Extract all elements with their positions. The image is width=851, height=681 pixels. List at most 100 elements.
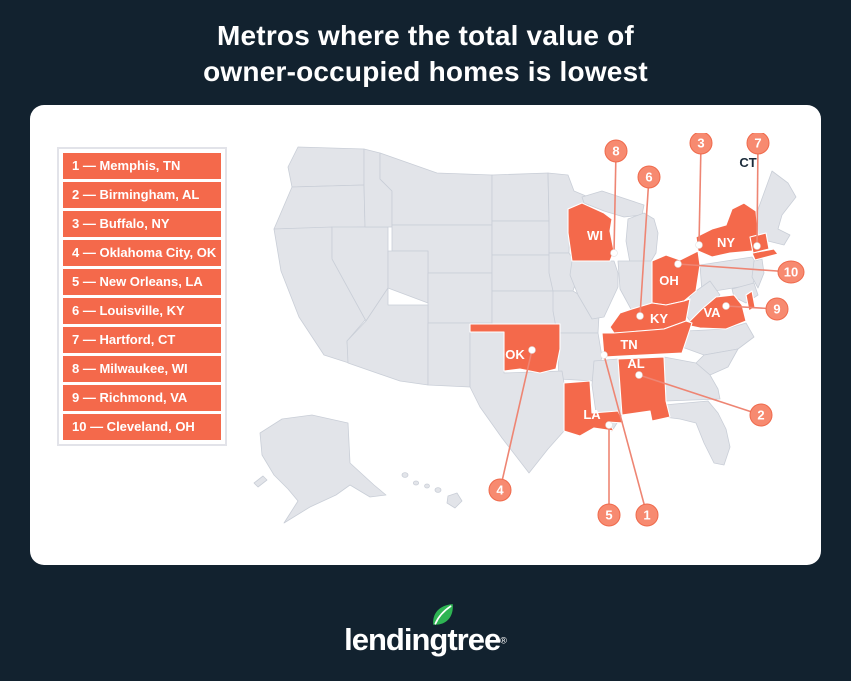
state-new-mexico — [427, 322, 471, 388]
callout-line-2 — [638, 374, 762, 416]
state-label-ky: KY — [650, 311, 668, 326]
callout-6: 6 — [637, 165, 661, 189]
state-florida — [663, 400, 731, 466]
city-dot-birmingham — [635, 371, 643, 379]
leaf-icon — [433, 604, 453, 625]
state-alabama-highlight — [617, 356, 671, 422]
state-hawaii-island — [446, 492, 463, 509]
callout-3-number: 3 — [697, 136, 704, 151]
legend-item: 6 — Louisville, KY — [63, 298, 221, 324]
state-label-va: VA — [703, 305, 721, 320]
callout-10-number: 10 — [784, 265, 798, 280]
city-dot-new-orleans — [605, 421, 613, 429]
state-hawaii-island — [434, 487, 442, 493]
callout-5-number: 5 — [605, 508, 612, 523]
callout-line-1 — [603, 354, 648, 516]
state-label-oh: OH — [659, 273, 679, 288]
state-label-ny: NY — [717, 235, 735, 250]
state-virginia-highlight — [685, 294, 747, 330]
legend-item: 2 — Birmingham, AL — [63, 182, 221, 208]
page-title-line2: owner-occupied homes is lowest — [203, 56, 648, 87]
city-dot-oklahoma-city — [528, 346, 536, 354]
callout-9: 9 — [765, 297, 789, 321]
us-map-svg: 1 2 3 4 5 6 7 — [253, 131, 805, 527]
legend-item: 7 — Hartford, CT — [63, 327, 221, 353]
callout-lines — [499, 142, 792, 516]
city-dot-milwaukee — [610, 249, 618, 257]
callout-4: 4 — [488, 478, 512, 502]
state-hawaii-island — [424, 483, 430, 489]
callout-1-number: 1 — [643, 508, 650, 523]
state-michigan — [625, 212, 659, 264]
city-dot-memphis — [600, 351, 608, 359]
city-dot-hartford — [753, 242, 761, 250]
state-label-al: AL — [627, 356, 644, 371]
city-dot-richmond — [722, 302, 730, 310]
lendingtree-logo: lendingtree® — [0, 596, 851, 666]
us-map: 1 2 3 4 5 6 7 — [252, 131, 822, 561]
state-label-ok: OK — [505, 347, 525, 362]
callout-3: 3 — [689, 131, 713, 155]
state-south-dakota — [491, 220, 552, 256]
callout-1: 1 — [635, 503, 659, 527]
state-north-dakota — [491, 172, 550, 222]
state-hawaii-island — [412, 480, 419, 486]
page-title-line1: Metros where the total value of — [217, 20, 634, 51]
state-connecticut-highlight — [749, 232, 770, 254]
callout-8: 8 — [604, 139, 628, 163]
callout-7: 7 — [746, 131, 770, 155]
state-label-ct: CT — [739, 155, 756, 170]
state-labels: WI NY OH KY VA TN AL OK LA CT — [505, 155, 756, 422]
callout-line-3 — [698, 142, 702, 246]
state-montana — [379, 152, 493, 226]
legend-item: 3 — Buffalo, NY — [63, 211, 221, 237]
state-wisconsin-highlight — [567, 202, 615, 262]
map-card: 1 — Memphis, TN 2 — Birmingham, AL 3 — B… — [30, 105, 821, 565]
city-dot-buffalo — [695, 241, 703, 249]
callout-line-7 — [756, 142, 759, 247]
callout-line-6 — [639, 176, 650, 317]
legend-item: 10 — Cleveland, OH — [63, 414, 221, 440]
callout-line-4 — [499, 349, 533, 491]
legend-item: 5 — New Orleans, LA — [63, 269, 221, 295]
state-new-england — [751, 170, 797, 246]
callout-5: 5 — [597, 503, 621, 527]
callout-9-number: 9 — [773, 302, 780, 317]
city-dot-cleveland — [674, 260, 682, 268]
state-colorado — [427, 272, 493, 324]
state-new-jersey — [751, 258, 765, 289]
legend-item: 1 — Memphis, TN — [63, 153, 221, 179]
state-tennessee-highlight — [601, 320, 693, 358]
state-long-island-highlight — [751, 248, 779, 261]
state-illinois — [569, 260, 619, 320]
state-kansas — [491, 290, 561, 325]
callout-4-number: 4 — [496, 483, 504, 498]
state-label-wi: WI — [587, 228, 603, 243]
state-south-carolina — [695, 348, 739, 376]
state-alaska-island — [253, 475, 268, 488]
callout-line-8 — [613, 150, 617, 254]
state-label-la: LA — [583, 407, 601, 422]
callout-2: 2 — [749, 403, 773, 427]
callout-10: 10 — [777, 260, 805, 284]
legend-item: 9 — Richmond, VA — [63, 385, 221, 411]
legend-item: 8 — Milwaukee, WI — [63, 356, 221, 382]
state-oregon — [273, 184, 366, 230]
state-hawaii-island — [401, 472, 409, 478]
callout-2-number: 2 — [757, 408, 764, 423]
callout-8-number: 8 — [612, 144, 619, 159]
callout-6-number: 6 — [645, 170, 652, 185]
state-nebraska — [491, 254, 557, 292]
callout-7-number: 7 — [754, 136, 761, 151]
state-washington — [287, 146, 365, 188]
state-alaska — [259, 414, 387, 524]
callout-markers: 1 2 3 4 5 6 7 — [488, 131, 805, 527]
state-oklahoma-highlight — [469, 323, 561, 374]
state-label-tn: TN — [620, 337, 637, 352]
page-title: Metros where the total value of owner-oc… — [0, 18, 851, 90]
city-dots — [528, 241, 761, 429]
logo-wordmark: lendingtree — [344, 622, 501, 657]
legend-panel: 1 — Memphis, TN 2 — Birmingham, AL 3 — B… — [57, 147, 227, 446]
callout-line-10 — [677, 263, 792, 273]
state-utah — [387, 250, 429, 304]
